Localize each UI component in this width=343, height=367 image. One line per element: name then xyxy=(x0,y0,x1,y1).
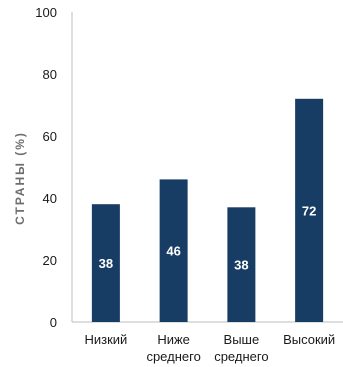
y-tick-label: 80 xyxy=(43,67,57,82)
y-tick-label: 0 xyxy=(50,315,57,330)
y-axis-ticks: 0 20 40 60 80 100 xyxy=(35,5,57,330)
bars xyxy=(91,98,324,322)
x-category-label: Низкий xyxy=(84,332,127,347)
bar-value-label: 72 xyxy=(302,203,316,218)
x-category-label: Высокий xyxy=(283,332,335,347)
x-category-label: Ниже xyxy=(157,332,190,347)
bar-value-label: 38 xyxy=(99,256,113,271)
bar xyxy=(295,98,324,322)
bar-value-label: 46 xyxy=(166,244,180,259)
y-tick-label: 40 xyxy=(43,191,57,206)
data-labels: 38 46 38 72 xyxy=(99,203,317,272)
x-category-label: среднего xyxy=(146,349,200,364)
bar xyxy=(227,207,256,322)
y-tick-label: 100 xyxy=(35,5,57,20)
bar xyxy=(91,204,120,322)
bar xyxy=(159,179,188,322)
x-axis-labels: Низкий Ниже среднего Выше среднего Высокий xyxy=(84,332,335,364)
x-category-label: среднего xyxy=(214,349,268,364)
y-tick-label: 60 xyxy=(43,129,57,144)
bar-value-label: 38 xyxy=(234,258,248,273)
x-category-label: Выше xyxy=(224,332,260,347)
y-tick-label: 20 xyxy=(43,253,57,268)
y-axis-title: СТРАНЫ (%) xyxy=(13,131,27,225)
